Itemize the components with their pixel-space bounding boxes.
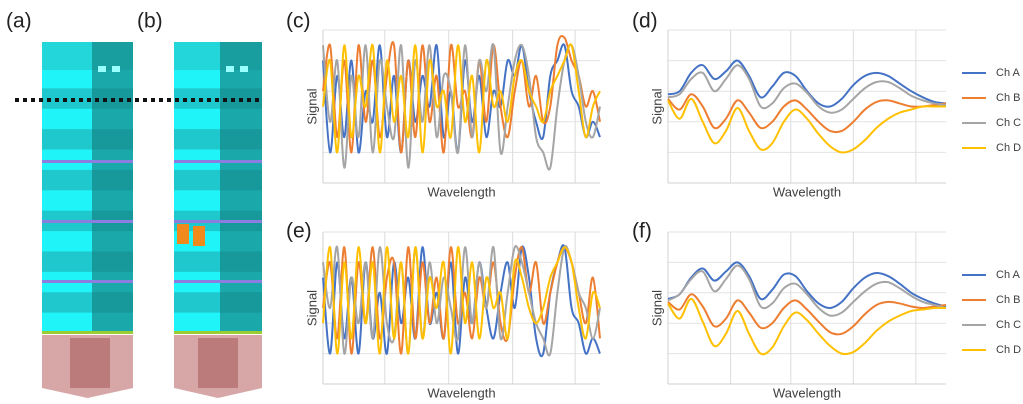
bottom-layer — [174, 331, 262, 334]
spacer-layer — [42, 220, 133, 223]
layer-front — [174, 149, 220, 171]
series-line — [322, 245, 601, 357]
layer-front — [174, 88, 220, 110]
layer-side — [220, 312, 262, 334]
layer-side — [220, 292, 262, 314]
layer-front — [174, 68, 220, 89]
inclusion — [193, 226, 205, 246]
cap-side — [220, 42, 262, 70]
layer-front — [42, 149, 92, 171]
y-axis-label: Signal — [304, 88, 319, 124]
layer-side — [220, 169, 262, 191]
inclusion — [177, 224, 189, 244]
layer-front — [174, 251, 220, 273]
series-line — [667, 297, 947, 356]
series-line — [667, 64, 947, 114]
panel-label: (e) — [286, 220, 312, 243]
legend-label: Ch A — [996, 67, 1021, 79]
bottom-layer — [42, 331, 133, 334]
legend-label: Ch B — [996, 92, 1020, 104]
layer-front — [42, 108, 92, 130]
layer-front — [42, 68, 92, 89]
layer-front — [42, 231, 92, 252]
y-axis-label: Signal — [649, 88, 664, 124]
x-axis-label: Wavelength — [427, 184, 495, 199]
cap-side — [92, 42, 133, 70]
layer-front — [42, 129, 92, 151]
layer-front — [42, 292, 92, 314]
cap-front — [174, 42, 220, 70]
spacer-layer — [42, 280, 133, 283]
layer-side — [92, 129, 133, 151]
series-line — [667, 264, 947, 317]
series-line — [667, 293, 947, 336]
layer-side — [220, 68, 262, 89]
y-axis-label: Signal — [304, 290, 319, 326]
spacer-layer — [174, 160, 262, 163]
layer-side — [92, 108, 133, 130]
layer-side — [220, 129, 262, 151]
panel-label: (c) — [286, 10, 311, 33]
layer-side — [92, 190, 133, 212]
panel-label: (a) — [6, 10, 32, 33]
legend-label: Ch D — [996, 142, 1021, 154]
series-line — [667, 261, 947, 310]
panel-label: (f) — [632, 220, 652, 243]
layer-side — [220, 190, 262, 212]
layer-front — [174, 169, 220, 191]
layer-side — [92, 231, 133, 252]
layer-side — [220, 231, 262, 252]
layer-front — [42, 312, 92, 334]
cap-notch — [240, 66, 248, 72]
panel-label: (d) — [632, 10, 658, 33]
spacer-layer — [174, 280, 262, 283]
layer-front — [174, 129, 220, 151]
substrate-core — [70, 338, 110, 388]
series-line — [667, 59, 947, 108]
legend-label: Ch D — [996, 344, 1021, 356]
cap-notch — [226, 66, 234, 72]
layer-side — [92, 251, 133, 273]
layer-front — [174, 190, 220, 212]
series-line — [322, 43, 601, 154]
series-line — [322, 246, 601, 355]
x-axis-label: Wavelength — [773, 184, 841, 199]
spacer-layer — [174, 220, 262, 223]
layer-side — [92, 68, 133, 89]
cap-notch — [98, 66, 106, 72]
legend-label: Ch B — [996, 294, 1020, 306]
cap-front — [42, 42, 92, 70]
layer-side — [92, 169, 133, 191]
series-line — [322, 43, 601, 171]
legend-label: Ch C — [996, 319, 1021, 331]
layer-side — [92, 149, 133, 171]
spacer-layer — [42, 160, 133, 163]
x-axis-label: Wavelength — [773, 385, 841, 400]
layer-side — [92, 292, 133, 314]
y-axis-label: Signal — [649, 290, 664, 326]
layer-side — [220, 251, 262, 273]
layer-side — [92, 312, 133, 334]
layer-front — [42, 169, 92, 191]
layer-front — [174, 292, 220, 314]
legend-label: Ch C — [996, 117, 1021, 129]
x-axis-label: Wavelength — [427, 385, 495, 400]
series-line — [322, 34, 601, 154]
layer-side — [220, 108, 262, 130]
legend-label: Ch A — [996, 269, 1021, 281]
layer-front — [174, 312, 220, 334]
cap-notch — [112, 66, 120, 72]
panel-label: (b) — [137, 10, 163, 33]
series-line — [667, 97, 946, 154]
substrate-core — [198, 338, 238, 388]
layer-front — [42, 190, 92, 212]
pillar-renderings — [42, 42, 262, 398]
layer-front — [174, 108, 220, 130]
layer-front — [42, 251, 92, 273]
series-line — [667, 93, 947, 134]
layer-side — [220, 149, 262, 171]
